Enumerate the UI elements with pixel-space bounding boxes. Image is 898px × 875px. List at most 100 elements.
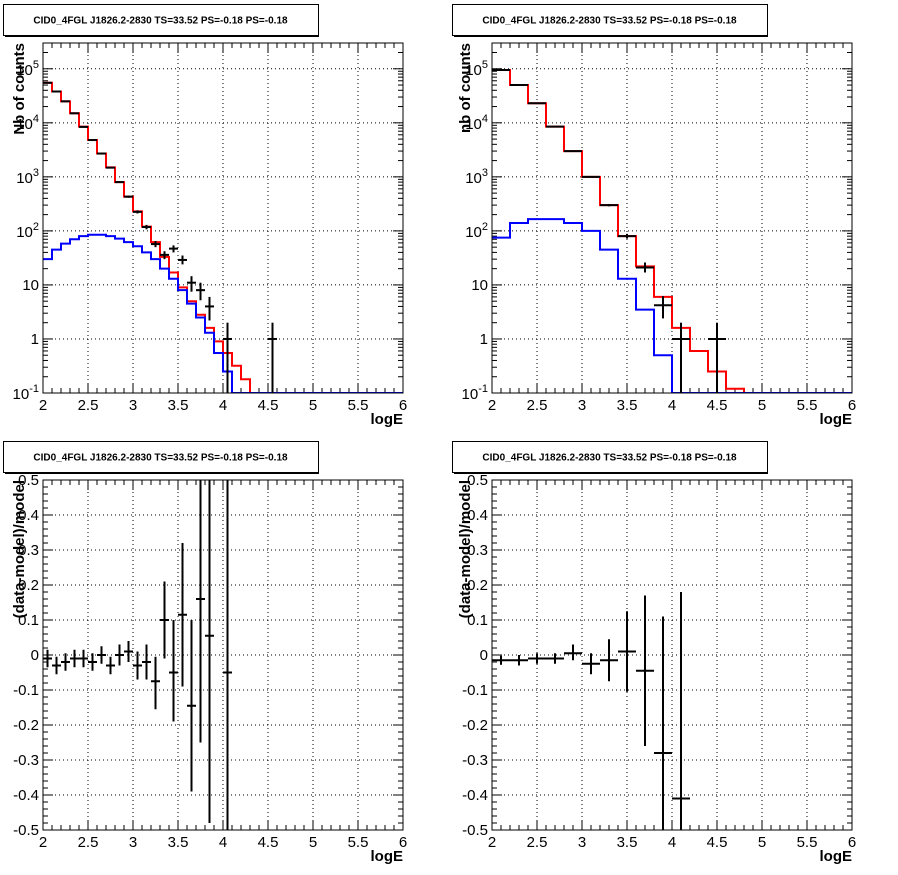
data-point — [546, 125, 564, 128]
y-tick-label: -0.1 — [13, 682, 39, 699]
axis-ticks — [42, 479, 404, 831]
data-point — [133, 210, 142, 214]
model-source-line — [43, 233, 403, 393]
chart-title: CID0_4FGL J1826.2-2830 TS=33.52 PS=-0.18… — [33, 16, 288, 27]
y-tick-label: -0.2 — [13, 717, 39, 734]
y-tick-label: -0.2 — [462, 717, 488, 734]
data-point — [510, 655, 528, 666]
grid — [492, 480, 852, 830]
x-tick-label: 4 — [219, 397, 227, 414]
y-tick-label: 0.5 — [18, 472, 39, 489]
x-tick-label: 4 — [668, 834, 676, 851]
x-tick-label: 3 — [578, 834, 586, 851]
data-point — [178, 543, 187, 687]
data-point — [223, 480, 232, 830]
x-tick-label: 3 — [129, 834, 137, 851]
y-tick-label: 105 — [465, 59, 488, 79]
data-point — [43, 649, 52, 668]
chart-title: CID0_4FGL J1826.2-2830 TS=33.52 PS=-0.18… — [33, 453, 288, 464]
plot-frame — [491, 479, 853, 831]
y-tick-label: 102 — [465, 221, 488, 241]
data-point — [187, 620, 196, 792]
data-point — [178, 255, 187, 265]
x-tick-label: 4.5 — [707, 397, 728, 414]
data-point — [169, 620, 178, 722]
y-tick-label: 0.5 — [467, 472, 488, 489]
x-tick-label: 2.5 — [78, 834, 99, 851]
x-tick-label: 6 — [399, 834, 407, 851]
y-axis-label: (data-model)/model — [11, 480, 28, 618]
data-point — [528, 653, 546, 664]
data-point — [88, 139, 97, 142]
x-axis-label: logE — [820, 848, 853, 865]
data-point — [618, 611, 636, 692]
y-tick-label: 0.2 — [18, 577, 39, 594]
data-layer — [43, 480, 232, 830]
data-point — [97, 152, 106, 155]
y-tick-label: 0 — [480, 647, 488, 664]
data-point — [196, 282, 205, 301]
data-point — [70, 112, 79, 115]
data-point — [61, 100, 70, 103]
title-box — [452, 4, 768, 36]
data-point — [124, 195, 133, 198]
data-point — [151, 656, 160, 710]
y-tick-label: 0.1 — [467, 612, 488, 629]
x-tick-label: 6 — [848, 834, 856, 851]
y-tick-label: 103 — [16, 167, 39, 187]
x-tick-label: 2.5 — [527, 834, 548, 851]
data-point — [600, 203, 618, 207]
data-point — [268, 322, 277, 393]
data-point — [582, 653, 600, 675]
data-point — [142, 224, 151, 230]
y-tick-label: 0.3 — [467, 542, 488, 559]
x-tick-label: 5.5 — [348, 397, 369, 414]
y-tick-label: 105 — [16, 59, 39, 79]
data-point — [70, 649, 79, 668]
x-tick-label: 2 — [488, 834, 496, 851]
data-point — [142, 644, 151, 680]
plot-area — [492, 43, 852, 393]
y-tick-label: 0.1 — [18, 612, 39, 629]
y-tick-label: 0.2 — [467, 577, 488, 594]
data-point — [223, 322, 232, 393]
data-point — [564, 644, 582, 661]
data-point — [133, 651, 142, 680]
y-tick-label: -0.5 — [462, 822, 488, 839]
data-point — [654, 296, 672, 319]
y-tick-label: 0.3 — [18, 542, 39, 559]
plot-frame — [42, 479, 404, 831]
data-point — [582, 175, 600, 178]
axis-ticks — [42, 42, 404, 394]
x-tick-label: 4 — [668, 397, 676, 414]
grid — [492, 43, 852, 393]
x-tick-label: 2.5 — [78, 397, 99, 414]
data-point — [492, 655, 510, 665]
data-point — [151, 241, 160, 248]
x-tick-label: 4.5 — [707, 834, 728, 851]
x-tick-label: 6 — [848, 397, 856, 414]
data-point — [79, 125, 88, 128]
title-box — [3, 441, 319, 473]
y-tick-label: 10-1 — [462, 383, 488, 403]
x-tick-label: 5 — [309, 834, 317, 851]
y-tick-label: -0.3 — [13, 752, 39, 769]
axis-ticks — [491, 479, 853, 831]
y-axis-label: Nb of counts — [11, 43, 28, 135]
x-tick-label: 5 — [758, 834, 766, 851]
x-tick-label: 5.5 — [797, 834, 818, 851]
x-tick-label: 5.5 — [348, 834, 369, 851]
y-tick-label: 10-1 — [13, 383, 39, 403]
x-tick-label: 3.5 — [168, 397, 189, 414]
chart-title: CID0_4FGL J1826.2-2830 TS=33.52 PS=-0.18… — [482, 16, 737, 27]
x-axis-label: logE — [371, 411, 404, 428]
y-tick-label: 104 — [16, 113, 39, 133]
y-axis-label: nb of counts — [457, 43, 474, 133]
title-box — [452, 441, 768, 473]
x-tick-label: 5 — [309, 397, 317, 414]
x-tick-label: 2 — [39, 834, 47, 851]
chart-title: CID0_4FGL J1826.2-2830 TS=33.52 PS=-0.18… — [482, 453, 737, 464]
chart-pad-3: 2 2.5 3 3.5 4 4.5 5 5.5 6 -0.5 -0.4 -0.3 -0.2 -0.1 0 0.… — [3, 441, 407, 865]
chart-pad-4: 2 2.5 3 3.5 4 4.5 5 5.5 6 -0.5 -0.4 -0.3 -0.2 -0.1 0 0.… — [452, 441, 856, 865]
data-point — [169, 245, 178, 253]
